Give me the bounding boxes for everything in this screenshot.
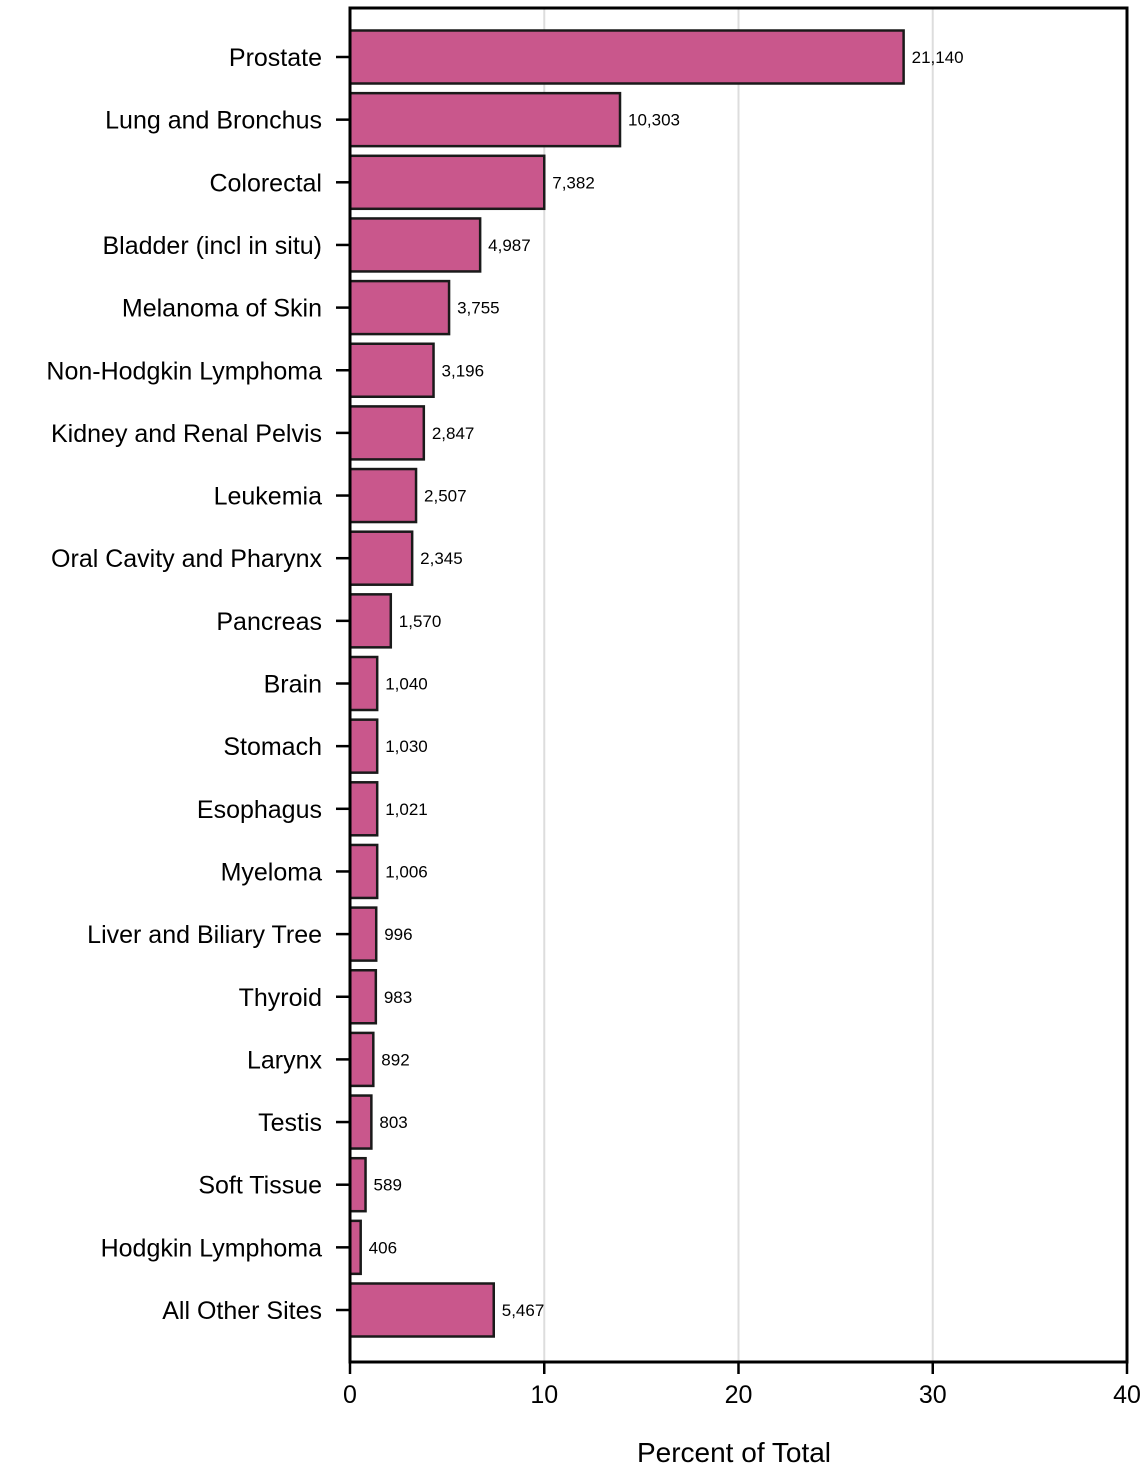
- category-label: Pancreas: [216, 608, 322, 636]
- category-label: Testis: [258, 1109, 322, 1137]
- category-label: Myeloma: [221, 858, 323, 886]
- category-label: Larynx: [247, 1046, 323, 1074]
- value-label: 2,507: [424, 487, 467, 506]
- bar: [348, 1031, 375, 1088]
- bar: [348, 1156, 367, 1213]
- category-label: Bladder (incl in situ): [102, 232, 322, 260]
- category-label: Oral Cavity and Pharynx: [51, 545, 322, 573]
- category-label: Kidney and Renal Pelvis: [51, 420, 322, 448]
- bars: 21,140 10,303 7,382 4,987 3,755 3,196 2,847 2,5…: [348, 29, 964, 1338]
- x-axis-title: Percent of Total: [637, 1437, 831, 1468]
- value-label: 1,040: [385, 675, 428, 694]
- bar: [348, 906, 378, 962]
- bar: [348, 781, 379, 837]
- bar: [348, 718, 379, 774]
- bar: [348, 342, 435, 398]
- category-label: Stomach: [223, 733, 322, 761]
- category-label: Hodgkin Lymphoma: [101, 1234, 323, 1262]
- bar: [348, 91, 622, 148]
- value-label: 7,382: [552, 173, 595, 192]
- value-label: 1,030: [385, 737, 428, 756]
- value-label: 1,021: [385, 800, 428, 819]
- bar: [348, 655, 379, 712]
- x-tick-label: 30: [919, 1381, 947, 1409]
- category-label: Liver and Biliary Tree: [87, 921, 322, 949]
- category-label: Esophagus: [197, 796, 322, 824]
- x-tick-label: 0: [343, 1381, 357, 1409]
- x-tick-label: 40: [1113, 1381, 1141, 1409]
- bar: [348, 969, 378, 1025]
- gridlines: [543, 8, 934, 1362]
- bar: [348, 593, 393, 649]
- category-label: Brain: [264, 671, 322, 699]
- bar: [348, 530, 414, 586]
- value-label: 983: [384, 988, 412, 1007]
- bar: [348, 467, 418, 524]
- value-label: 803: [379, 1113, 407, 1132]
- bar: [348, 217, 482, 273]
- category-label: Leukemia: [214, 483, 322, 511]
- category-label: Thyroid: [239, 984, 322, 1012]
- category-label: Soft Tissue: [198, 1172, 322, 1200]
- bar: [348, 405, 426, 461]
- value-label: 3,196: [442, 361, 485, 380]
- value-label: 10,303: [628, 111, 680, 130]
- value-label: 5,467: [502, 1301, 545, 1320]
- bar: [348, 1094, 373, 1150]
- axes: Prostate Lung and Bronchus Colorectal Bladd…: [46, 6, 1141, 1409]
- category-label: Melanoma of Skin: [122, 295, 322, 323]
- value-label: 892: [381, 1050, 409, 1069]
- category-label: Lung and Bronchus: [105, 107, 322, 135]
- bar: [348, 1219, 362, 1276]
- bar: [348, 279, 451, 336]
- bar: [348, 29, 905, 85]
- value-label: 21,140: [912, 48, 964, 67]
- x-tick-label: 20: [725, 1381, 753, 1409]
- bar: [348, 843, 379, 900]
- value-label: 1,570: [399, 612, 442, 631]
- category-label: All Other Sites: [162, 1297, 322, 1325]
- value-label: 406: [369, 1238, 397, 1257]
- value-label: 2,847: [432, 424, 475, 443]
- category-label: Prostate: [229, 44, 322, 72]
- value-label: 996: [384, 925, 412, 944]
- category-label: Non-Hodgkin Lymphoma: [46, 357, 322, 385]
- bar: [348, 1282, 495, 1338]
- value-label: 2,345: [420, 549, 463, 568]
- bar: [348, 154, 546, 211]
- category-label: Colorectal: [209, 169, 322, 197]
- value-label: 4,987: [488, 236, 531, 255]
- value-label: 1,006: [385, 862, 428, 881]
- x-tick-label: 10: [530, 1381, 558, 1409]
- value-label: 589: [374, 1176, 402, 1195]
- value-label: 3,755: [457, 299, 500, 318]
